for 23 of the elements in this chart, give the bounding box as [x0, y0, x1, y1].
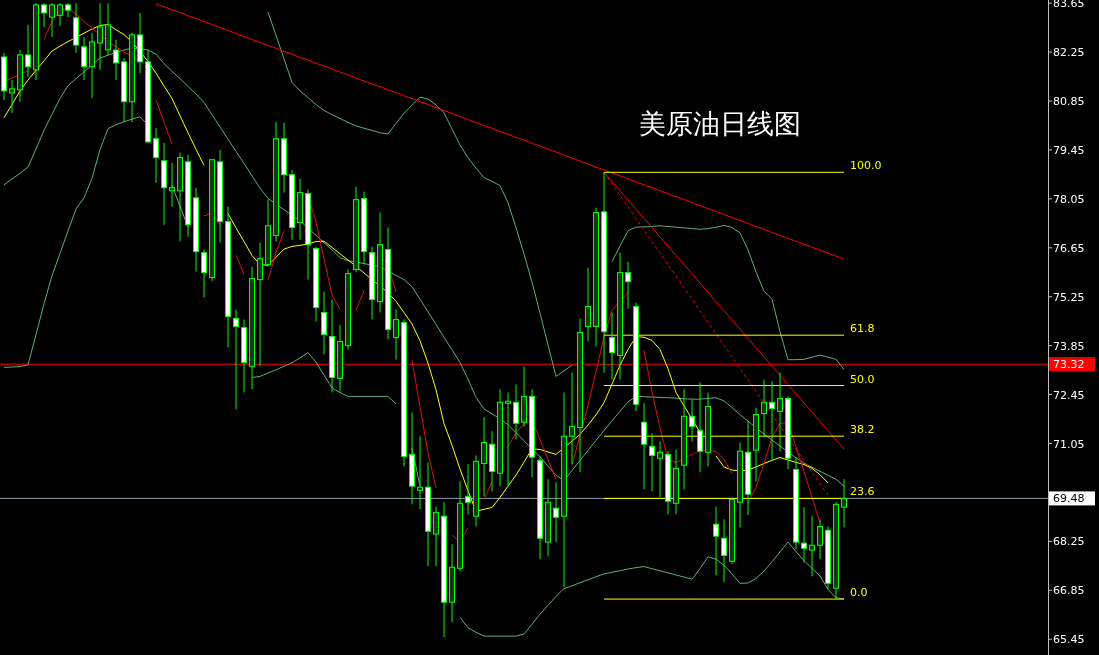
ref-line-label: 69.48	[1053, 492, 1085, 506]
text: 美原油日线图	[639, 108, 801, 139]
y-tick-label: 71.05	[1053, 437, 1085, 451]
series-label: 0.0	[850, 586, 868, 600]
price-label: 69.48	[1049, 491, 1095, 506]
series-label: 50.0	[850, 372, 875, 386]
price-label: 73.32	[1049, 357, 1095, 372]
ref-line-label: 73.32	[1053, 358, 1085, 372]
y-tick-label: 76.65	[1053, 241, 1085, 255]
series-label: 38.2	[850, 423, 875, 437]
y-tick-label: 68.25	[1053, 535, 1085, 549]
y-tick-label: 82.25	[1053, 46, 1085, 60]
series-label: 61.8	[850, 322, 875, 336]
y-tick-label: 66.85	[1053, 584, 1085, 598]
y-tick-label: 80.85	[1053, 95, 1085, 109]
y-tick-label: 75.25	[1053, 290, 1085, 304]
series-label: 100.0	[850, 159, 882, 173]
y-tick-label: 72.45	[1053, 388, 1085, 402]
y-tick-label: 65.45	[1053, 633, 1085, 647]
y-tick-label: 73.85	[1053, 339, 1085, 353]
y-tick-label: 79.45	[1053, 143, 1085, 157]
y-tick-label: 78.05	[1053, 192, 1085, 206]
series-label: 23.6	[850, 485, 875, 499]
